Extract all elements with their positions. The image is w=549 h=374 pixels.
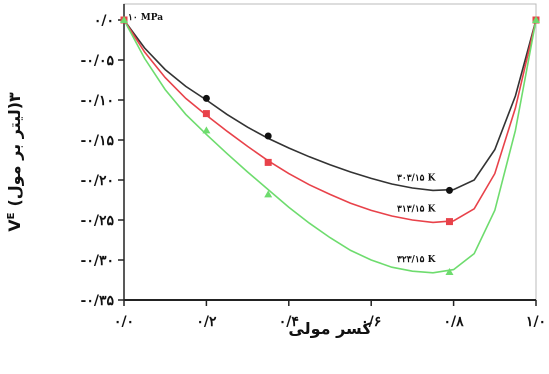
y-tick-label: -۰/۳۵ xyxy=(81,293,115,309)
data-point-square xyxy=(264,158,272,166)
y-tick-label: ۰/۰ xyxy=(94,13,114,29)
data-point-circle xyxy=(202,94,210,102)
data-point-circle xyxy=(445,186,453,194)
data-point-triangle xyxy=(202,126,211,134)
x-tick-label: ۱/۰ xyxy=(526,314,546,330)
x-tick-label: ۰/۸ xyxy=(444,314,465,330)
y-tick-label: -۰/۱۰ xyxy=(81,93,114,109)
data-point-circle xyxy=(264,132,272,140)
x-tick-label: ۰/۰ xyxy=(114,314,134,330)
series-line-1 xyxy=(123,19,537,224)
plot-frame xyxy=(123,3,537,301)
y-tick-label: -۰/۰۵ xyxy=(81,53,115,69)
y-axis-title-unit: (لیتر بر مول)۳ xyxy=(5,92,24,207)
axis-ticks: ۰/۰ ۰/۲ ۰/۴ ۰/۶ ۰/۸ ۱/۰ ۰/۰ -۰/۰۵ -۰/۱۰ -۰/۱۵ -۰/۲… xyxy=(81,13,547,330)
y-tick-label: -۰/۲۵ xyxy=(81,213,115,229)
series-label-0: ۳۰۳/۱۵ K xyxy=(397,173,437,183)
series-line-2 xyxy=(123,19,537,274)
data-point-triangle xyxy=(532,16,540,23)
data-point-triangle xyxy=(445,268,454,275)
series-label-1: ۳۱۳/۱۵ K xyxy=(397,205,437,215)
y-tick-label: -۰/۲۰ xyxy=(81,173,114,189)
y-axis-title-superscript: E xyxy=(6,212,17,219)
x-tick-label: ۰/۶ xyxy=(361,314,381,330)
y-axis-title: VE (لیتر بر مول)۳ xyxy=(5,92,24,232)
pressure-annotation: ۱۰ MPa xyxy=(128,13,163,23)
series-label-2: ۳۲۳/۱۵ K xyxy=(397,255,437,265)
series-markers xyxy=(120,16,540,275)
data-point-triangle xyxy=(120,16,128,23)
x-tick-label: ۰/۴ xyxy=(279,314,299,330)
x-tick-label: ۰/۲ xyxy=(196,314,217,330)
y-axis-title-symbol: V xyxy=(5,219,24,232)
y-tick-label: -۰/۳۰ xyxy=(81,253,114,269)
series-line-0 xyxy=(123,19,537,192)
data-point-square xyxy=(445,218,453,226)
data-point-triangle xyxy=(264,190,273,198)
data-point-square xyxy=(202,110,210,118)
series-curves xyxy=(123,19,537,274)
y-tick-label: -۰/۱۵ xyxy=(81,133,115,149)
x-axis-title: کسر مولی xyxy=(288,319,372,338)
series-labels: ۳۰۳/۱۵ K ۳۱۳/۱۵ K ۳۲۳/۱۵ K xyxy=(397,173,437,265)
